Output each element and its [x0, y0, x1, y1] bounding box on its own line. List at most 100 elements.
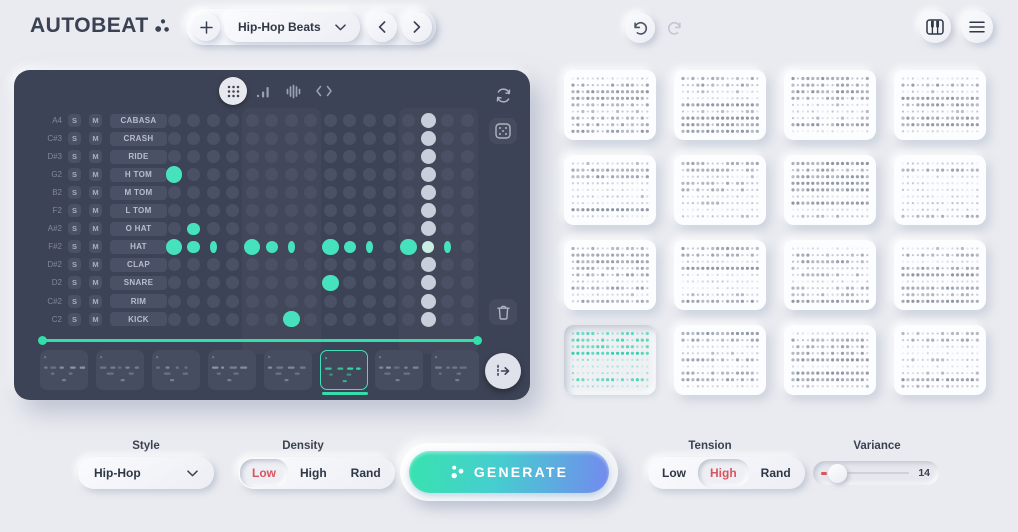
step-cell[interactable]: [245, 258, 259, 272]
step-cell[interactable]: [206, 312, 220, 326]
solo-button[interactable]: S: [68, 294, 81, 308]
view-tab-meter[interactable]: [252, 82, 274, 100]
step-cell[interactable]: [187, 150, 201, 164]
solo-button[interactable]: S: [68, 204, 81, 218]
step-cell[interactable]: [460, 204, 474, 218]
step-cell[interactable]: [420, 149, 436, 165]
library-pattern-card[interactable]: [894, 325, 986, 395]
step-cell[interactable]: [363, 204, 376, 218]
step-cell[interactable]: [167, 204, 181, 218]
step-cell[interactable]: [284, 222, 298, 236]
density-option-rand[interactable]: Rand: [350, 466, 381, 480]
step-cell[interactable]: [363, 276, 376, 290]
menu-button[interactable]: [961, 11, 993, 43]
tension-option-high[interactable]: High: [698, 459, 749, 487]
step-cell[interactable]: [441, 258, 455, 272]
mute-button[interactable]: M: [89, 222, 102, 236]
step-cell[interactable]: [284, 150, 298, 164]
step-cell[interactable]: [323, 150, 337, 164]
library-pattern-card[interactable]: [674, 155, 766, 225]
solo-button[interactable]: S: [68, 150, 81, 164]
pattern-page-thumbnail[interactable]: [207, 350, 256, 390]
step-cell[interactable]: [363, 132, 376, 146]
step-cell[interactable]: [420, 221, 436, 237]
step-cell[interactable]: [420, 293, 436, 309]
step-cell[interactable]: [287, 241, 295, 253]
step-cell[interactable]: [382, 114, 396, 127]
step-cell[interactable]: [187, 276, 201, 290]
dice-button[interactable]: [489, 118, 517, 144]
library-pattern-card[interactable]: [784, 325, 876, 395]
density-option-high[interactable]: High: [300, 466, 327, 480]
step-cell[interactable]: [187, 258, 201, 272]
step-cell[interactable]: [167, 276, 181, 290]
library-pattern-card[interactable]: [674, 70, 766, 140]
step-cell[interactable]: [382, 168, 396, 182]
add-preset-button[interactable]: [192, 13, 220, 41]
mute-button[interactable]: M: [89, 114, 102, 127]
step-cell[interactable]: [420, 167, 436, 183]
solo-button[interactable]: S: [68, 222, 81, 236]
solo-button[interactable]: S: [68, 312, 81, 326]
step-cell[interactable]: [363, 312, 376, 326]
step-cell[interactable]: [165, 166, 183, 183]
track-name[interactable]: KICK: [110, 312, 167, 327]
step-cell[interactable]: [245, 204, 259, 218]
piano-view-button[interactable]: [919, 11, 951, 43]
view-tab-grid[interactable]: [219, 77, 247, 105]
redo-button[interactable]: [659, 13, 689, 43]
step-cell[interactable]: [402, 186, 416, 200]
step-cell[interactable]: [304, 204, 318, 218]
step-cell[interactable]: [265, 294, 279, 308]
step-cell[interactable]: [226, 294, 240, 308]
step-cell[interactable]: [265, 150, 279, 164]
step-cell[interactable]: [402, 312, 416, 326]
step-cell[interactable]: [323, 204, 337, 218]
step-cell[interactable]: [226, 222, 240, 236]
step-cell[interactable]: [304, 294, 318, 308]
solo-button[interactable]: S: [68, 258, 81, 272]
step-cell[interactable]: [343, 150, 357, 164]
library-pattern-card[interactable]: [784, 240, 876, 310]
library-pattern-card[interactable]: [784, 70, 876, 140]
step-cell[interactable]: [323, 114, 337, 127]
step-cell[interactable]: [167, 114, 181, 127]
mute-button[interactable]: M: [89, 240, 102, 254]
prev-preset-button[interactable]: [367, 12, 397, 42]
pattern-page-thumbnail[interactable]: [95, 350, 144, 390]
step-cell[interactable]: [265, 114, 279, 127]
step-cell[interactable]: [265, 186, 279, 200]
step-cell[interactable]: [245, 276, 259, 290]
track-name[interactable]: SNARE: [110, 275, 167, 290]
step-cell[interactable]: [304, 150, 318, 164]
step-cell[interactable]: [322, 274, 339, 292]
track-name[interactable]: CRASH: [110, 131, 167, 146]
step-cell[interactable]: [382, 294, 396, 308]
step-cell[interactable]: [167, 312, 181, 326]
step-cell[interactable]: [323, 168, 337, 182]
step-cell[interactable]: [187, 294, 201, 308]
step-cell[interactable]: [343, 276, 357, 290]
step-cell[interactable]: [187, 186, 201, 200]
step-cell[interactable]: [304, 258, 318, 272]
step-cell[interactable]: [382, 240, 396, 254]
library-pattern-card[interactable]: [564, 240, 656, 310]
library-pattern-card[interactable]: [674, 240, 766, 310]
library-pattern-card[interactable]: [894, 70, 986, 140]
solo-button[interactable]: S: [68, 276, 81, 290]
step-cell[interactable]: [400, 238, 417, 256]
step-cell[interactable]: [343, 204, 357, 218]
track-name[interactable]: RIDE: [110, 149, 167, 164]
step-cell[interactable]: [402, 114, 416, 127]
mute-button[interactable]: M: [89, 276, 102, 290]
step-cell[interactable]: [284, 204, 298, 218]
track-name[interactable]: O HAT: [110, 221, 167, 236]
step-cell[interactable]: [343, 132, 357, 146]
step-cell[interactable]: [167, 132, 181, 146]
step-cell[interactable]: [460, 294, 474, 308]
loop-end-handle[interactable]: [472, 335, 482, 345]
step-cell[interactable]: [187, 222, 200, 236]
step-cell[interactable]: [284, 186, 298, 200]
step-cell[interactable]: [226, 276, 240, 290]
step-cell[interactable]: [402, 132, 416, 146]
